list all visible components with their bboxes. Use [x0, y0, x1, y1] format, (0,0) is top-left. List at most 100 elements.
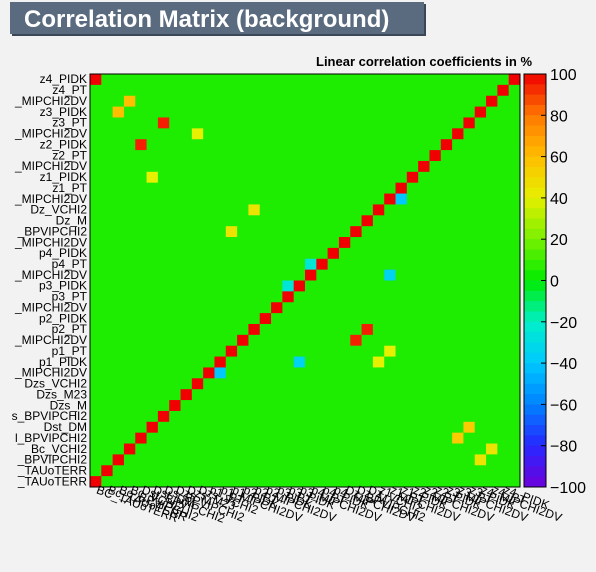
heatmap-cell [282, 226, 295, 238]
heatmap-cell [474, 204, 487, 216]
heatmap-cell [214, 421, 227, 434]
heatmap-cell [157, 95, 170, 108]
heatmap-cell [259, 410, 272, 423]
heatmap-cell [463, 160, 476, 173]
heatmap-cell [101, 432, 114, 444]
heatmap-cell [203, 204, 215, 216]
heatmap-cell [237, 334, 249, 347]
heatmap-cell [350, 465, 362, 477]
heatmap-cell [157, 269, 170, 281]
heatmap-cell [112, 160, 125, 173]
heatmap-cell [169, 389, 181, 401]
y-tick-label: _TAUoTERR [17, 474, 87, 488]
heatmap-cell [214, 95, 227, 108]
heatmap-cell [372, 432, 385, 444]
heatmap-cell [157, 356, 170, 368]
heatmap-cell [271, 291, 283, 303]
heatmap-cell [338, 367, 351, 379]
heatmap-cell [338, 302, 351, 314]
heatmap-cell [338, 182, 351, 194]
heatmap-cell [350, 400, 362, 412]
heatmap-cell [271, 106, 283, 118]
heatmap-cell [248, 367, 261, 379]
heatmap-cell [157, 247, 170, 260]
heatmap-cell [135, 410, 147, 423]
heatmap-cell [180, 171, 193, 184]
heatmap-cell [157, 389, 170, 401]
heatmap-cell [440, 465, 453, 477]
heatmap-cell [452, 150, 464, 162]
heatmap-cell [395, 204, 408, 216]
heatmap-cell [180, 150, 193, 162]
heatmap-cell [508, 280, 521, 292]
heatmap-cell [157, 74, 170, 86]
heatmap-cell [406, 302, 419, 314]
heatmap-cell [474, 74, 487, 86]
color-scale-segment [524, 321, 546, 333]
heatmap-cell [497, 74, 510, 86]
heatmap-cell [135, 313, 147, 325]
heatmap-cell [112, 291, 125, 303]
heatmap-cell [429, 356, 442, 368]
heatmap-cell [180, 74, 193, 86]
heatmap-cell [384, 465, 396, 477]
heatmap-cell [169, 443, 181, 455]
heatmap-cell [327, 269, 340, 281]
heatmap-cell [203, 356, 215, 368]
heatmap-cell [157, 443, 170, 455]
heatmap-cell [237, 237, 249, 249]
heatmap-cell [293, 280, 306, 292]
heatmap-cell [429, 215, 442, 227]
heatmap-cell [361, 421, 374, 434]
heatmap-cell [191, 432, 204, 444]
heatmap-cell [214, 258, 227, 271]
heatmap-cell [361, 117, 374, 129]
heatmap-cell [350, 302, 362, 314]
heatmap-cell [135, 323, 147, 336]
heatmap-cell [305, 204, 317, 216]
heatmap-cell [350, 432, 362, 444]
heatmap-cell [508, 432, 521, 444]
heatmap-cell [146, 291, 159, 303]
heatmap-cell [293, 389, 306, 401]
heatmap-cell [508, 356, 521, 368]
heatmap-cell [452, 443, 464, 455]
heatmap-cell [327, 193, 340, 205]
heatmap-cell [305, 313, 317, 325]
heatmap-cell [474, 106, 487, 118]
heatmap-cell [248, 74, 261, 86]
heatmap-cell [452, 106, 464, 118]
heatmap-cell [350, 204, 362, 216]
heatmap-cell [248, 237, 261, 249]
heatmap-cell [384, 128, 396, 140]
heatmap-cell [327, 237, 340, 249]
heatmap-cell [463, 323, 476, 336]
heatmap-cell [146, 247, 159, 260]
heatmap-cell [406, 84, 419, 97]
heatmap-cell [135, 171, 147, 184]
heatmap-cell [146, 237, 159, 249]
heatmap-cell [361, 204, 374, 216]
heatmap-cell [293, 182, 306, 194]
heatmap-cell [225, 476, 238, 488]
heatmap-cell [157, 302, 170, 314]
heatmap-cell [259, 269, 272, 281]
heatmap-cell [169, 160, 181, 173]
y-tick-label: _MIPCHI2DV [14, 159, 87, 173]
heatmap-cell [135, 117, 147, 129]
heatmap-cell [452, 182, 464, 194]
color-scale-segment [524, 156, 546, 168]
heatmap-cell [203, 269, 215, 281]
heatmap-cell [225, 106, 238, 118]
heatmap-cell [123, 128, 136, 140]
heatmap-cell [293, 410, 306, 423]
heatmap-cell [372, 356, 385, 368]
heatmap-cell [384, 410, 396, 423]
heatmap-cell [282, 204, 295, 216]
heatmap-cell [463, 74, 476, 86]
color-scale-segment [524, 311, 546, 323]
heatmap-cell [146, 150, 159, 162]
heatmap-cell [180, 280, 193, 292]
heatmap-cell [101, 150, 114, 162]
